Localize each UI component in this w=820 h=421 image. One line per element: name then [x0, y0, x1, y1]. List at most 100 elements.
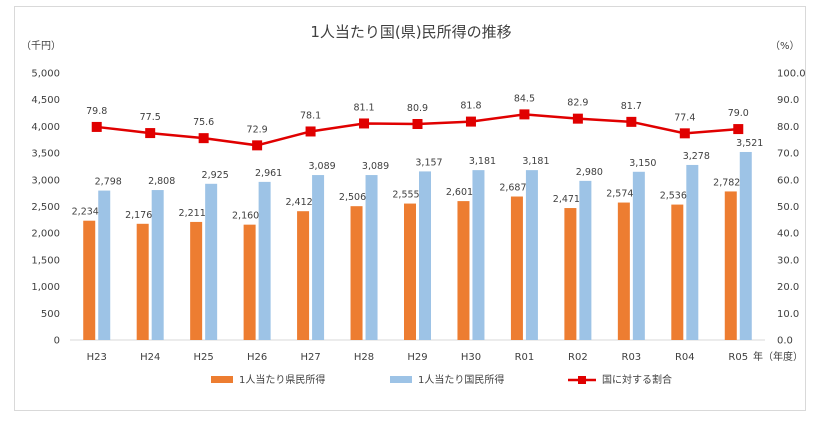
y-left-tick-label: 2,500 [31, 202, 60, 213]
data-label-prefecture: 2,471 [553, 194, 580, 205]
bar-national [258, 181, 271, 340]
ratio-point [359, 118, 370, 129]
y-left-unit: （千円） [21, 40, 61, 52]
legend: 1人当たり県民所得 1人当たり国民所得 国に対する割合 [211, 373, 672, 386]
x-tick-label: H26 [247, 352, 267, 363]
bar-prefecture [404, 203, 416, 340]
bar-prefecture [724, 191, 737, 340]
data-label-prefecture: 2,412 [285, 197, 312, 208]
bar-national [739, 151, 752, 340]
series-prefecture-bars [83, 191, 737, 340]
bar-prefecture [83, 220, 96, 340]
y-left-tick-label: 3,500 [31, 149, 60, 160]
legend-marker-ratio [578, 376, 586, 384]
data-label-national: 2,961 [255, 168, 282, 179]
y-left-ticks: 0 500 1,000 1,500 2,000 2,500 3,000 3,500 4,000 4… [31, 69, 60, 347]
data-label-ratio: 82.9 [567, 98, 588, 109]
x-tick-label: H24 [140, 352, 160, 363]
data-label-ratio: 78.1 [300, 110, 321, 121]
legend-swatch-national [390, 376, 412, 383]
y-right-tick-label: 30.0 [777, 255, 799, 266]
bar-prefecture [671, 204, 684, 340]
data-label-ratio: 81.7 [621, 101, 642, 112]
y-right-tick-label: 10.0 [777, 309, 799, 320]
data-label-national: 3,181 [469, 156, 496, 167]
bar-prefecture [457, 201, 470, 340]
y-right-tick-label: 90.0 [777, 95, 799, 106]
bar-national [472, 170, 485, 340]
legend-label-ratio: 国に対する割合 [602, 373, 672, 386]
y-left-tick-label: 1,500 [31, 255, 60, 266]
ratio-point [679, 128, 690, 139]
data-label-prefecture: 2,574 [606, 189, 633, 200]
bar-national [686, 164, 699, 340]
y-right-tick-label: 70.0 [777, 149, 799, 160]
bar-prefecture [564, 208, 577, 340]
data-label-ratio: 72.9 [247, 124, 268, 135]
y-left-tick-label: 1,000 [31, 282, 60, 293]
y-right-tick-label: 50.0 [777, 202, 799, 213]
chart-frame: 1人当たり国(県)民所得の推移 （千円） （%） 年（年度） 0 500 1,000… [14, 6, 806, 411]
data-label-ratio: 77.5 [140, 112, 161, 123]
ratio-point [626, 116, 637, 127]
data-label-prefecture: 2,555 [392, 190, 419, 201]
ratio-point [465, 116, 476, 127]
data-label-national: 2,808 [148, 176, 175, 187]
series-ratio-line [91, 109, 744, 151]
y-left-tick-label: 5,000 [31, 69, 60, 80]
data-label-prefecture: 2,211 [179, 208, 206, 219]
bar-national [579, 180, 592, 340]
x-tick-label: H28 [354, 352, 374, 363]
x-unit: 年（年度） [753, 350, 803, 363]
y-right-ticks: 0.0 10.0 20.0 30.0 40.0 50.0 60.0 70.0 80.0 90.0 1… [777, 69, 806, 347]
data-label-national: 3,181 [522, 156, 549, 167]
y-right-tick-label: 100.0 [777, 69, 806, 80]
bar-national [151, 190, 164, 340]
bar-national [632, 171, 645, 340]
x-tick-label: H30 [461, 352, 481, 363]
x-tick-label: R04 [675, 352, 695, 363]
data-label-prefecture: 2,536 [660, 191, 687, 202]
ratio-point [519, 109, 530, 120]
data-label-national: 2,925 [202, 170, 229, 181]
bar-national [419, 171, 431, 340]
bar-national [312, 175, 325, 340]
y-left-tick-label: 4,500 [31, 95, 60, 106]
data-label-prefecture: 2,234 [72, 207, 99, 218]
ratio-point [733, 124, 744, 135]
data-label-prefecture: 2,506 [339, 192, 366, 203]
bar-national [98, 190, 111, 340]
data-label-national: 2,980 [576, 167, 603, 178]
x-tick-label: H29 [407, 352, 427, 363]
data-label-prefecture: 2,782 [713, 177, 740, 188]
data-labels: 2,234 2,798 2,176 2,808 2,211 2,925 2,160 2,961… [72, 93, 764, 221]
x-tick-label: R01 [515, 352, 535, 363]
income-chart: 1人当たり国(県)民所得の推移 （千円） （%） 年（年度） 0 500 1,000… [21, 23, 806, 386]
y-left-tick-label: 3,000 [31, 175, 60, 186]
x-tick-label: H25 [194, 352, 214, 363]
y-left-tick-label: 0 [54, 336, 60, 347]
y-right-tick-label: 0.0 [777, 336, 793, 347]
ratio-point [252, 140, 263, 151]
y-right-unit: （%） [770, 40, 800, 52]
data-label-ratio: 79.0 [728, 108, 749, 119]
data-label-national: 3,157 [415, 157, 442, 168]
bar-prefecture [350, 206, 363, 340]
data-label-national: 3,521 [736, 138, 763, 149]
series-national-bars [98, 151, 752, 340]
data-label-ratio: 79.8 [86, 106, 107, 117]
data-label-national: 2,798 [95, 177, 122, 188]
data-label-ratio: 77.4 [674, 112, 695, 123]
x-tick-label: R03 [622, 352, 642, 363]
data-label-national: 3,089 [362, 161, 389, 172]
data-label-ratio: 81.1 [353, 102, 374, 113]
bar-prefecture [136, 223, 149, 340]
data-label-ratio: 81.8 [460, 101, 481, 112]
data-label-ratio: 84.5 [514, 93, 535, 104]
data-label-prefecture: 2,176 [125, 210, 152, 221]
data-label-national: 3,150 [629, 158, 656, 169]
data-label-prefecture: 2,687 [499, 183, 526, 194]
data-label-ratio: 80.9 [407, 103, 428, 114]
x-ticks: H23 H24 H25 H26 H27 H28 H29 H30 R01 R02 R03 R04 R05 [87, 352, 749, 363]
bar-prefecture [617, 202, 630, 340]
